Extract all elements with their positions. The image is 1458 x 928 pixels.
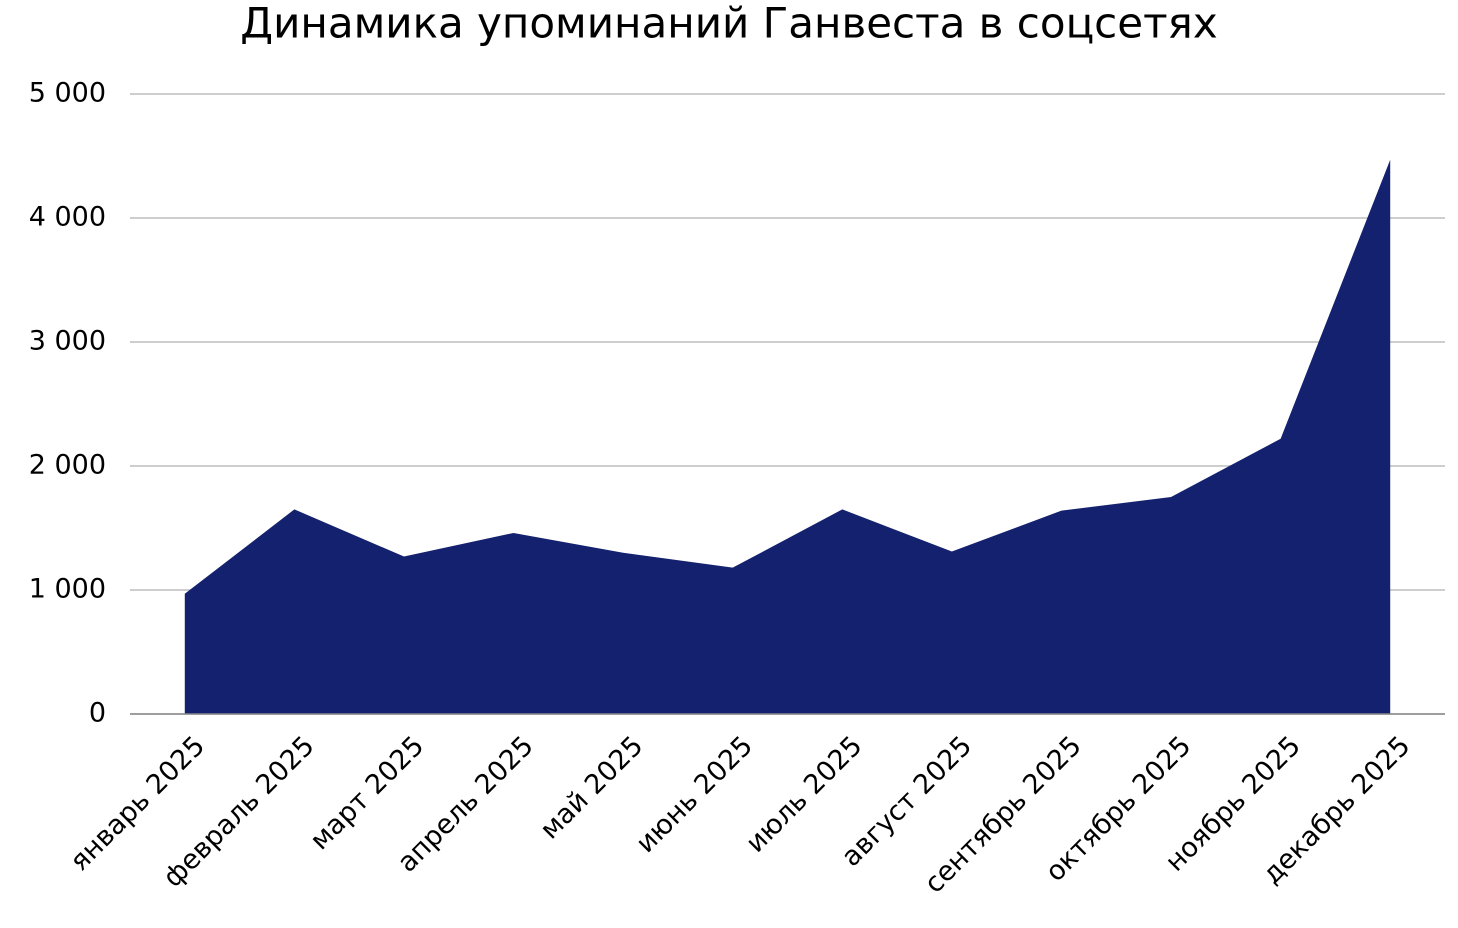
y-tick-label: 4 000 bbox=[29, 202, 106, 233]
x-tick-label: май 2025 bbox=[534, 730, 649, 845]
y-tick-label: 2 000 bbox=[29, 450, 106, 481]
y-tick-label: 5 000 bbox=[29, 78, 106, 109]
chart-title: Динамика упоминаний Ганвеста в соцсетях bbox=[240, 0, 1217, 48]
y-tick-label: 1 000 bbox=[29, 574, 106, 605]
area bbox=[184, 159, 1391, 715]
y-tick-label: 3 000 bbox=[29, 326, 106, 357]
x-tick-label: июнь 2025 bbox=[630, 730, 759, 859]
y-tick-label: 0 bbox=[89, 698, 106, 729]
